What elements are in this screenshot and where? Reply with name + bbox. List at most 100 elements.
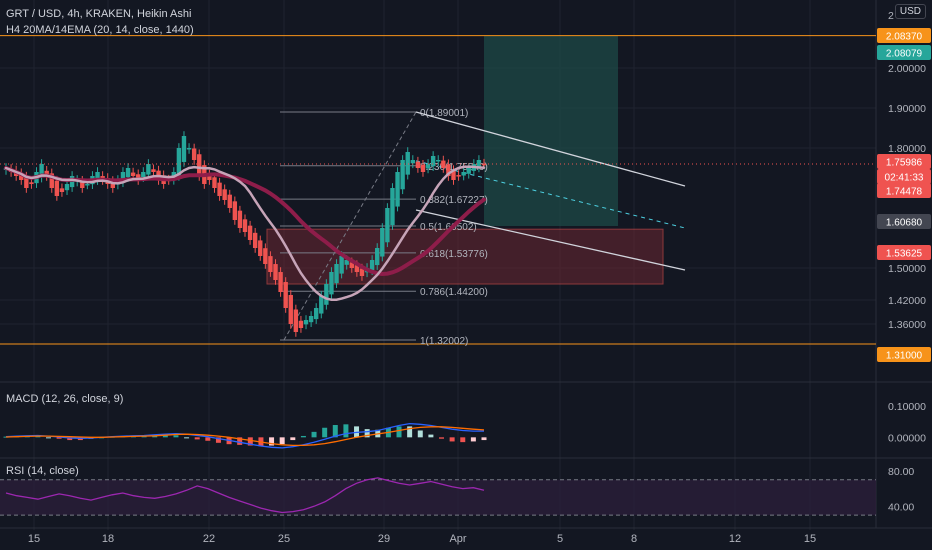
- price-badge: [877, 347, 931, 362]
- candle-body: [268, 256, 273, 272]
- fib-level-label: 0.786(1.44200): [420, 287, 488, 298]
- rsi-band: [0, 479, 876, 516]
- y-tick-label: 1.36000: [888, 319, 926, 331]
- price-badge-label: 02:41:33: [885, 173, 924, 184]
- macd-histogram-bar: [162, 435, 168, 438]
- candle-body: [247, 225, 253, 240]
- candle-body: [146, 164, 151, 175]
- candle-body: [288, 295, 293, 324]
- target-zone: [484, 35, 618, 226]
- candle-body: [339, 256, 344, 274]
- fib-trend-line: [283, 111, 417, 341]
- price-badge: [877, 28, 931, 43]
- macd-histogram-bar: [173, 435, 179, 438]
- macd-histogram-bar: [417, 430, 423, 438]
- candle-body: [19, 173, 24, 180]
- y-tick-label: 1.90000: [888, 103, 926, 115]
- candle-body: [24, 176, 29, 188]
- candle-body: [375, 248, 380, 266]
- candle-body: [252, 232, 258, 248]
- macd-y-tick: 0.10000: [888, 401, 926, 413]
- candle-body: [313, 308, 319, 320]
- symbol-title: GRT / USD, 4h, KRAKEN, Heikin Ashi: [6, 8, 192, 20]
- y-tick-label: 1.50000: [888, 263, 926, 275]
- candle-body: [207, 174, 212, 180]
- candle-body: [405, 152, 410, 175]
- candle-body: [466, 168, 471, 174]
- macd-histogram-bar: [205, 437, 211, 441]
- macd-histogram-bar: [322, 427, 328, 438]
- macd-histogram-bar: [300, 435, 306, 438]
- price-badge: [877, 154, 931, 169]
- macd-y-tick: 0.00000: [888, 432, 926, 444]
- macd-histogram-bar: [45, 437, 51, 439]
- candle-body: [64, 184, 70, 191]
- candle-body: [380, 228, 385, 257]
- candle-body: [44, 170, 49, 176]
- rsi-y-tick: 80.00: [888, 466, 914, 478]
- price-badge: [877, 169, 931, 184]
- macd-histogram-bar: [184, 437, 190, 439]
- candle-body: [476, 160, 482, 168]
- x-tick-label: 5: [557, 533, 563, 545]
- candle-body: [85, 184, 90, 186]
- candle-body: [222, 189, 227, 200]
- candle-body: [80, 180, 85, 188]
- candle-body: [59, 188, 65, 192]
- candle-body: [461, 172, 466, 176]
- y-tick-label: 1.80000: [888, 143, 926, 155]
- macd-histogram-bar: [269, 437, 275, 446]
- candle-body: [176, 148, 182, 176]
- candle-body: [344, 260, 349, 265]
- candle-body: [324, 284, 329, 305]
- ma-slow-line: [4, 166, 486, 277]
- candle-body: [130, 172, 136, 176]
- candle-body: [390, 188, 395, 226]
- candle-body: [120, 172, 126, 183]
- candle-body: [273, 264, 278, 280]
- price-badge: [877, 45, 931, 60]
- y-tick-label: 2.00000: [888, 63, 926, 75]
- price-badge-label: 1.74478: [886, 187, 923, 198]
- macd-histogram-bar: [279, 437, 285, 445]
- candle-body: [54, 180, 60, 196]
- candle-body: [258, 240, 263, 256]
- indicator-legend: H4 20MA/14EMA (20, 14, close, 1440): [6, 24, 194, 36]
- candle-body: [191, 148, 197, 160]
- x-tick-label: 25: [278, 533, 290, 545]
- candle-body: [385, 208, 390, 243]
- price-badge: [877, 245, 931, 260]
- candle-body: [308, 316, 314, 323]
- macd-histogram-bar: [332, 425, 338, 438]
- candle-body: [349, 262, 354, 268]
- candle-body: [410, 160, 416, 164]
- fib-level-label: 0(1.89001): [420, 108, 468, 119]
- channel-mid-line: [415, 160, 686, 229]
- x-tick-label: Apr: [449, 533, 466, 545]
- x-tick-label: 8: [631, 533, 637, 545]
- candle-body: [451, 170, 456, 180]
- candle-body: [369, 260, 375, 271]
- signal-line: [5, 426, 485, 447]
- candle-body: [334, 264, 339, 284]
- ma-fast-line: [4, 165, 486, 301]
- x-tick-label: 29: [378, 533, 390, 545]
- candle-body: [39, 164, 44, 178]
- candle-body: [227, 194, 232, 208]
- rsi-line: [5, 477, 485, 514]
- currency-selector[interactable]: USD: [894, 4, 926, 19]
- candle-body: [430, 156, 436, 167]
- macd-histogram-bar: [470, 437, 476, 442]
- candle-body: [263, 248, 268, 264]
- candle-body: [29, 182, 34, 184]
- candle-body: [456, 175, 461, 177]
- price-badge: [877, 183, 931, 198]
- price-badge-label: 1.53625: [886, 249, 923, 260]
- candle-body: [354, 265, 360, 272]
- y-tick-label: 1.42000: [888, 295, 926, 307]
- macd-histogram-bar: [364, 429, 370, 438]
- candle-body: [197, 154, 202, 176]
- macd-histogram-bar: [247, 437, 253, 446]
- macd-histogram-bar: [407, 426, 413, 438]
